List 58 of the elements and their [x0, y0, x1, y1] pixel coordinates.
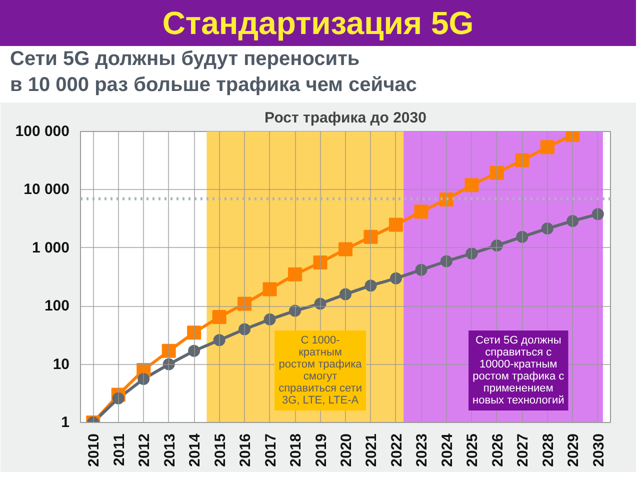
- y-tick-label: 1: [61, 414, 70, 431]
- y-tick-label: 100: [44, 298, 70, 315]
- x-tick-label: 2025: [464, 433, 482, 467]
- y-tick-label: 100 000: [15, 123, 70, 140]
- x-tick-label: 2023: [414, 433, 431, 467]
- x-tick-label: 2016: [237, 433, 254, 467]
- point: [516, 230, 528, 243]
- point: [566, 215, 579, 227]
- point: [490, 166, 504, 180]
- point: [162, 344, 176, 358]
- y-tick-label: 1 000: [32, 239, 70, 256]
- point: [388, 218, 403, 232]
- x-tick-label: 2015: [212, 433, 229, 467]
- y-tick-label: 10: [52, 356, 70, 373]
- point: [213, 334, 226, 346]
- annotation: Сети 5G должны справиться с 10000-кратным ростом трафика с применением новых технологий: [472, 334, 565, 407]
- x-tick-label: 2013: [161, 433, 178, 467]
- point: [364, 230, 378, 244]
- text: Рост трафика до 2030: [264, 110, 426, 126]
- annotation: С 1000- кратным ростом трафика смогут справиться сети 3G, LTE, LTE-A: [278, 334, 363, 407]
- x-tick-label: 2022: [388, 433, 406, 467]
- chart-subtitle: Сети 5G должны будут переносить в 10 000 раз больше трафика чем сейчас: [10, 47, 417, 98]
- point: [541, 222, 554, 235]
- x-tick-label: 2010: [86, 433, 103, 467]
- x-tick-label: 2028: [540, 433, 557, 467]
- point: [238, 323, 251, 336]
- point: [138, 372, 150, 385]
- chart-title: Стандартизация 5G: [162, 4, 474, 43]
- x-tick-label: 2020: [338, 433, 355, 467]
- x-tick-label: 2030: [590, 433, 608, 467]
- x-tick-label: 2014: [186, 432, 204, 467]
- point: [515, 153, 530, 168]
- x-tick-label: 2021: [363, 433, 380, 467]
- x-tick-label: 2024: [438, 432, 456, 467]
- x-tick-label: 2027: [514, 433, 532, 467]
- point: [592, 208, 604, 220]
- point: [262, 282, 277, 296]
- point: [313, 256, 328, 270]
- x-tick-label: 2018: [288, 433, 305, 467]
- y-tick-label: 10 000: [24, 181, 70, 198]
- point: [187, 326, 202, 340]
- x-tick-label: 2017: [262, 433, 280, 467]
- point: [340, 288, 352, 300]
- x-tick-label: 2011: [110, 433, 128, 466]
- point: [390, 272, 402, 284]
- x-tick-label: 2012: [136, 433, 154, 467]
- point: [414, 204, 428, 219]
- point: [112, 392, 124, 404]
- x-tick-label: 2029: [565, 433, 582, 467]
- point: [264, 313, 276, 326]
- point: [540, 140, 554, 154]
- point: [440, 255, 452, 268]
- point: [288, 267, 302, 282]
- point: [364, 280, 377, 292]
- x-tick-label: 2026: [489, 433, 506, 467]
- x-tick-label: 2019: [312, 433, 330, 467]
- point: [188, 344, 200, 357]
- point: [212, 310, 226, 324]
